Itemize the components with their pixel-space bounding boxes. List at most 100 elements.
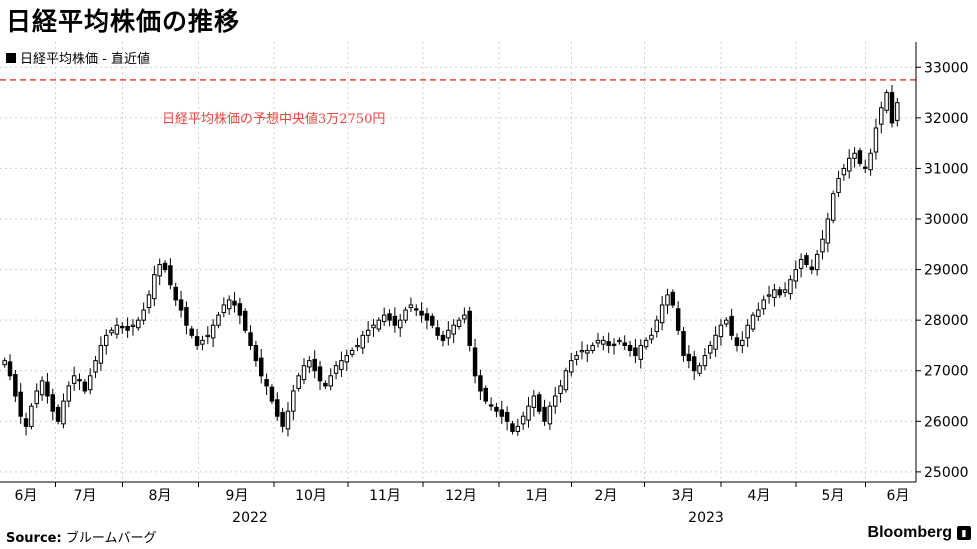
- candle: [387, 309, 392, 327]
- candle: [157, 258, 162, 286]
- candle-body-up: [846, 157, 852, 172]
- candle: [130, 319, 136, 336]
- candle-body-up: [285, 410, 291, 430]
- candle-body-down: [189, 328, 194, 336]
- x-tick-label: 6月: [15, 488, 38, 504]
- candle-body-down: [77, 379, 82, 382]
- candle: [45, 373, 50, 404]
- candle-body-down: [857, 150, 863, 164]
- candle-body-up: [756, 309, 761, 317]
- candle: [13, 369, 18, 403]
- candle-body-down: [269, 386, 275, 402]
- candle: [162, 260, 168, 273]
- candle-body-up: [34, 390, 39, 405]
- candle: [365, 321, 371, 343]
- candle-body-down: [55, 406, 61, 422]
- candle-body-down: [125, 325, 130, 331]
- candle: [462, 307, 467, 324]
- candle-body-down: [440, 334, 446, 341]
- candle: [483, 385, 488, 405]
- candle-body-down: [184, 307, 189, 326]
- candle-body-up: [750, 314, 756, 330]
- candle-body-down: [237, 303, 243, 316]
- candle: [852, 147, 857, 168]
- candle-body-up: [446, 329, 451, 339]
- legend-swatch: [6, 52, 16, 63]
- candle-body-up: [349, 350, 355, 355]
- candle: [659, 295, 665, 331]
- candle: [125, 317, 130, 338]
- candle: [39, 376, 45, 401]
- candle: [61, 393, 66, 429]
- candle: [414, 304, 419, 317]
- candle: [526, 397, 531, 428]
- candle-body-up: [836, 178, 841, 193]
- candle: [809, 259, 815, 275]
- candle-body-up: [884, 92, 889, 111]
- candle: [248, 325, 253, 350]
- candle-body-down: [248, 332, 253, 346]
- brand-name: Bloomberg: [867, 524, 952, 541]
- candle-body-up: [659, 304, 665, 324]
- candle-body-up: [761, 299, 766, 310]
- candle: [93, 356, 98, 379]
- candle: [82, 379, 88, 394]
- candle-body-up: [114, 324, 120, 335]
- candle-body-up: [146, 294, 152, 309]
- candle-body-up: [718, 324, 724, 338]
- candle: [173, 282, 178, 306]
- candle-body-up: [852, 152, 857, 159]
- candle: [756, 302, 761, 321]
- candle-body-down: [606, 341, 611, 346]
- candle-body-up: [103, 334, 109, 346]
- candle: [531, 389, 537, 417]
- candle-body-down: [622, 342, 627, 346]
- candle-body-down: [23, 418, 29, 427]
- candle: [579, 341, 585, 360]
- candle: [7, 354, 13, 381]
- candle-body-down: [889, 92, 895, 124]
- candle-body-down: [168, 265, 173, 286]
- candle-body-down: [863, 166, 868, 169]
- candle-body-up: [820, 238, 825, 253]
- candle-body-up: [740, 339, 745, 346]
- candle-body-down: [777, 289, 782, 296]
- candle-body-up: [216, 314, 221, 326]
- candle-body-down: [691, 356, 697, 372]
- candle-body-up: [766, 294, 772, 297]
- candle: [87, 368, 93, 395]
- candle: [633, 338, 638, 364]
- candle: [654, 315, 660, 338]
- candle-body-down: [275, 399, 280, 417]
- candle-body-down: [7, 361, 13, 377]
- candle-body-down: [435, 327, 440, 336]
- candle: [376, 317, 382, 333]
- candle-body-down: [809, 266, 815, 271]
- candle-body-up: [569, 360, 574, 373]
- candle: [857, 147, 863, 167]
- candle-body-down: [317, 366, 323, 382]
- candle: [184, 301, 189, 335]
- candle: [552, 386, 558, 414]
- candle: [879, 101, 884, 134]
- candle-body-up: [638, 344, 643, 360]
- candle-body-down: [323, 382, 328, 387]
- candle-body-down: [729, 315, 734, 336]
- candle-body-up: [360, 334, 366, 349]
- y-tick-label: 28000: [924, 313, 969, 329]
- candle-body-up: [825, 218, 831, 244]
- candle-body-up: [130, 324, 136, 327]
- y-tick-label: 31000: [924, 161, 969, 177]
- candle-body-down: [430, 315, 435, 326]
- candle-body-up: [301, 365, 307, 381]
- candle: [724, 317, 729, 327]
- candle-body-up: [697, 365, 702, 374]
- candle: [55, 404, 61, 425]
- candle: [435, 320, 440, 340]
- candle-body-up: [61, 400, 66, 425]
- candle-body-up: [157, 264, 162, 277]
- candle-body-up: [547, 405, 553, 425]
- candle: [798, 253, 804, 278]
- candle: [50, 388, 56, 421]
- candle: [601, 335, 606, 351]
